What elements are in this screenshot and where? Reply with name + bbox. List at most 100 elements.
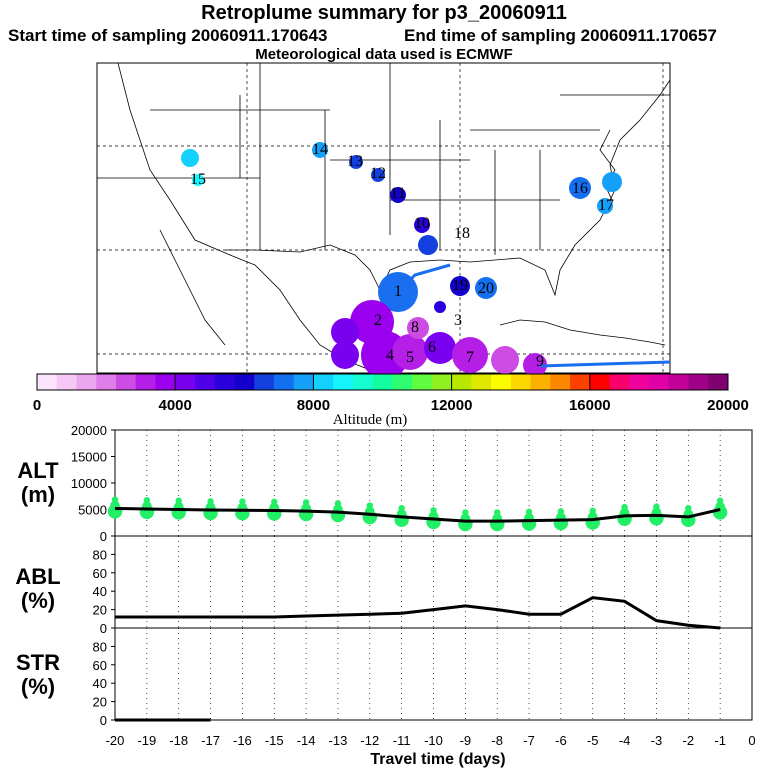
x-tick-label: -2 xyxy=(683,733,695,748)
colorbar-cell xyxy=(135,374,156,390)
colorbar-cell xyxy=(649,374,670,390)
x-tick-label: -3 xyxy=(651,733,663,748)
colorbar-cell xyxy=(570,374,591,390)
colorbar-label: Altitude (m) xyxy=(333,412,408,428)
y-tick-label: 20 xyxy=(93,695,107,710)
colorbar-tick-label: 0 xyxy=(33,397,41,414)
colorbar-cell xyxy=(451,374,472,390)
plume-label: 6 xyxy=(428,339,436,356)
y-tick-label: 0 xyxy=(100,529,107,544)
plume-label: 5 xyxy=(406,349,414,366)
altitude-point xyxy=(653,503,660,510)
altitude-point xyxy=(111,496,119,503)
plume-label: 10 xyxy=(414,215,430,232)
plume-label: 17 xyxy=(598,197,614,214)
colorbar-cell xyxy=(392,374,413,390)
plume-label: 3 xyxy=(454,312,462,329)
panel-label: STR xyxy=(16,650,60,675)
page-title: Retroplume summary for p3_20060911 xyxy=(201,2,567,24)
plume-markers xyxy=(181,142,671,379)
colorbar-cell xyxy=(96,374,117,390)
colorbar-cell xyxy=(589,374,611,390)
colorbar-cell xyxy=(609,374,630,390)
y-tick-label: 40 xyxy=(93,676,107,691)
colorbar-cell xyxy=(668,374,690,390)
plume-label: 7 xyxy=(466,349,474,366)
altitude-point xyxy=(685,504,692,512)
colorbar-cell xyxy=(412,374,433,390)
colorbar-cell xyxy=(234,374,255,390)
colorbar-cell xyxy=(333,374,354,390)
altitude-point xyxy=(271,498,278,506)
plume-marker xyxy=(523,353,547,377)
plume-marker xyxy=(331,341,359,369)
colorbar-tick-label: 12000 xyxy=(431,397,473,414)
colorbar-tick-label: 8000 xyxy=(297,397,330,414)
y-tick-label: 0 xyxy=(100,713,107,728)
plume-track xyxy=(396,263,671,368)
x-tick-label: -1 xyxy=(714,733,726,748)
y-tick-label: 80 xyxy=(93,547,107,562)
colorbar-cell xyxy=(629,374,650,390)
plume-label: 18 xyxy=(454,225,470,242)
plume-label: 20 xyxy=(478,280,494,297)
x-tick-label: -10 xyxy=(424,733,443,748)
x-tick-label: -19 xyxy=(137,733,156,748)
plume-marker xyxy=(418,235,438,255)
y-tick-label: 15000 xyxy=(71,450,107,465)
plume-marker xyxy=(407,317,429,339)
colorbar-cell xyxy=(510,374,532,390)
colorbar-cell xyxy=(273,374,295,390)
colorbar-cell xyxy=(214,374,235,390)
x-tick-label: -17 xyxy=(201,733,220,748)
panel-label: ABL xyxy=(15,564,60,589)
plume-label: 13 xyxy=(347,153,363,170)
colorbar-cell xyxy=(155,374,176,390)
altitude-point xyxy=(621,503,628,511)
plume-marker xyxy=(181,149,199,167)
colorbar-cell xyxy=(372,374,393,390)
x-axis-label: Travel time (days) xyxy=(370,751,505,768)
x-tick-label: -13 xyxy=(329,733,348,748)
plume-label: 16 xyxy=(572,180,588,197)
x-tick-label: -5 xyxy=(587,733,599,748)
altitude-point xyxy=(462,509,469,516)
panel-abl: 80 60 40 20 0 ABL(%) xyxy=(15,535,753,636)
altitude-point xyxy=(366,502,373,509)
plume-label: 2 xyxy=(374,312,382,329)
x-tick-label: -16 xyxy=(233,733,252,748)
x-tick-label: -11 xyxy=(393,733,411,748)
plume-marker xyxy=(569,177,591,199)
altitude-median-line xyxy=(114,506,721,523)
panel-label: (%) xyxy=(21,674,55,699)
colorbar-cell xyxy=(491,374,512,390)
colorbar-cell xyxy=(293,374,314,390)
colorbar-cell xyxy=(313,374,334,390)
plume-label: 14 xyxy=(312,141,328,158)
panel-label: ALT xyxy=(17,458,59,483)
plume-label: 15 xyxy=(190,171,206,188)
panel-label: (m) xyxy=(21,482,55,507)
plume-marker xyxy=(424,332,456,364)
altitude-point xyxy=(175,497,182,504)
map-coastlines xyxy=(97,62,671,373)
altitude-point xyxy=(207,498,214,505)
plume-label: 11 xyxy=(390,185,405,202)
plume-marker xyxy=(434,301,446,313)
colorbar-cell xyxy=(708,374,729,390)
altitude-point xyxy=(716,497,724,504)
altitude-point xyxy=(239,498,246,505)
plume-label: 8 xyxy=(411,319,419,336)
y-tick-label: 20 xyxy=(93,603,107,618)
colorbar-cell xyxy=(471,374,492,390)
plume-marker xyxy=(392,334,428,370)
y-tick-label: 10000 xyxy=(71,476,107,491)
altitude-point xyxy=(398,504,405,512)
colorbar-tick-label: 16000 xyxy=(569,397,611,414)
plume-marker xyxy=(491,346,519,374)
plume-marker xyxy=(602,172,622,192)
colorbar-cell xyxy=(352,374,374,390)
time-series-panels: 20000150001000050000ALT(m)806040200ABL(%… xyxy=(15,423,755,748)
y-tick-label: 5000 xyxy=(78,503,107,518)
